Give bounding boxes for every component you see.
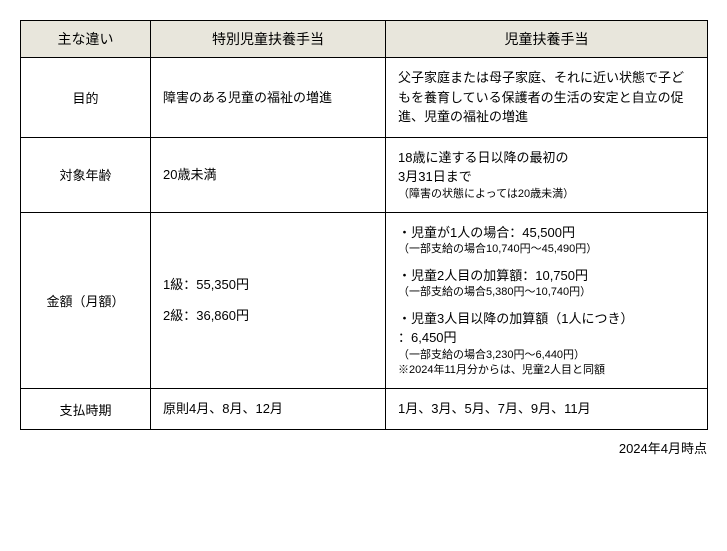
row-purpose: 目的 障害のある児童の福祉の増進 父子家庭または母子家庭、それに近い状態で子ども… — [21, 58, 708, 138]
amount-col3-footnote: ※2024年11月分からは、児童2人目と同額 — [398, 363, 695, 378]
amount-col3-item1: ・児童が1人の場合：45,500円 — [398, 223, 695, 243]
row-age-label: 対象年齢 — [21, 137, 151, 212]
amount-col2-line1: 1級：55,350円 — [163, 275, 373, 296]
amount-col2-line2: 2級：36,860円 — [163, 306, 373, 327]
amount-col3-item2-note: （一部支給の場合5,380円～10,740円） — [398, 285, 695, 300]
row-purpose-col2: 障害のある児童の福祉の増進 — [151, 58, 386, 138]
row-amount-col2: 1級：55,350円 2級：36,860円 — [151, 212, 386, 389]
payment-col3-text: 1月、3月、5月、7月、9月、11月 — [398, 399, 695, 419]
row-purpose-label: 目的 — [21, 58, 151, 138]
comparison-table: 主な違い 特別児童扶養手当 児童扶養手当 目的 障害のある児童の福祉の増進 父子… — [20, 20, 708, 430]
purpose-col2-text: 障害のある児童の福祉の増進 — [163, 88, 373, 108]
age-col3-line1: 18歳に達する日以降の最初の — [398, 148, 695, 168]
header-col2: 特別児童扶養手当 — [151, 21, 386, 58]
amount-col3-item3-note: （一部支給の場合3,230円～6,440円） — [398, 348, 695, 363]
header-col3: 児童扶養手当 — [386, 21, 708, 58]
row-age-col3: 18歳に達する日以降の最初の 3月31日まで （障害の状態によっては20歳未満） — [386, 137, 708, 212]
amount-col3-item3: ・児童3人目以降の加算額（1人につき） — [398, 309, 695, 329]
page-footnote: 2024年4月時点 — [20, 438, 707, 457]
row-age: 対象年齢 20歳未満 18歳に達する日以降の最初の 3月31日まで （障害の状態… — [21, 137, 708, 212]
payment-col2-text: 原則4月、8月、12月 — [163, 399, 373, 419]
header-col1: 主な違い — [21, 21, 151, 58]
row-payment: 支払時期 原則4月、8月、12月 1月、3月、5月、7月、9月、11月 — [21, 389, 708, 430]
amount-col3-item1-note: （一部支給の場合10,740円～45,490円） — [398, 242, 695, 257]
row-payment-label: 支払時期 — [21, 389, 151, 430]
row-payment-col3: 1月、3月、5月、7月、9月、11月 — [386, 389, 708, 430]
amount-col3-item3-amount: ：6,450円 — [398, 328, 695, 348]
row-amount: 金額（月額） 1級：55,350円 2級：36,860円 ・児童が1人の場合：4… — [21, 212, 708, 389]
row-age-col2: 20歳未満 — [151, 137, 386, 212]
age-col3-note: （障害の状態によっては20歳未満） — [398, 187, 695, 202]
purpose-col3-text: 父子家庭または母子家庭、それに近い状態で子どもを養育している保護者の生活の安定と… — [398, 68, 695, 127]
row-amount-label: 金額（月額） — [21, 212, 151, 389]
age-col2-text: 20歳未満 — [163, 165, 373, 185]
age-col3-line2: 3月31日まで — [398, 167, 695, 187]
row-payment-col2: 原則4月、8月、12月 — [151, 389, 386, 430]
header-row: 主な違い 特別児童扶養手当 児童扶養手当 — [21, 21, 708, 58]
amount-col3-item2: ・児童2人目の加算額：10,750円 — [398, 266, 695, 286]
row-amount-col3: ・児童が1人の場合：45,500円 （一部支給の場合10,740円～45,490… — [386, 212, 708, 389]
row-purpose-col3: 父子家庭または母子家庭、それに近い状態で子どもを養育している保護者の生活の安定と… — [386, 58, 708, 138]
